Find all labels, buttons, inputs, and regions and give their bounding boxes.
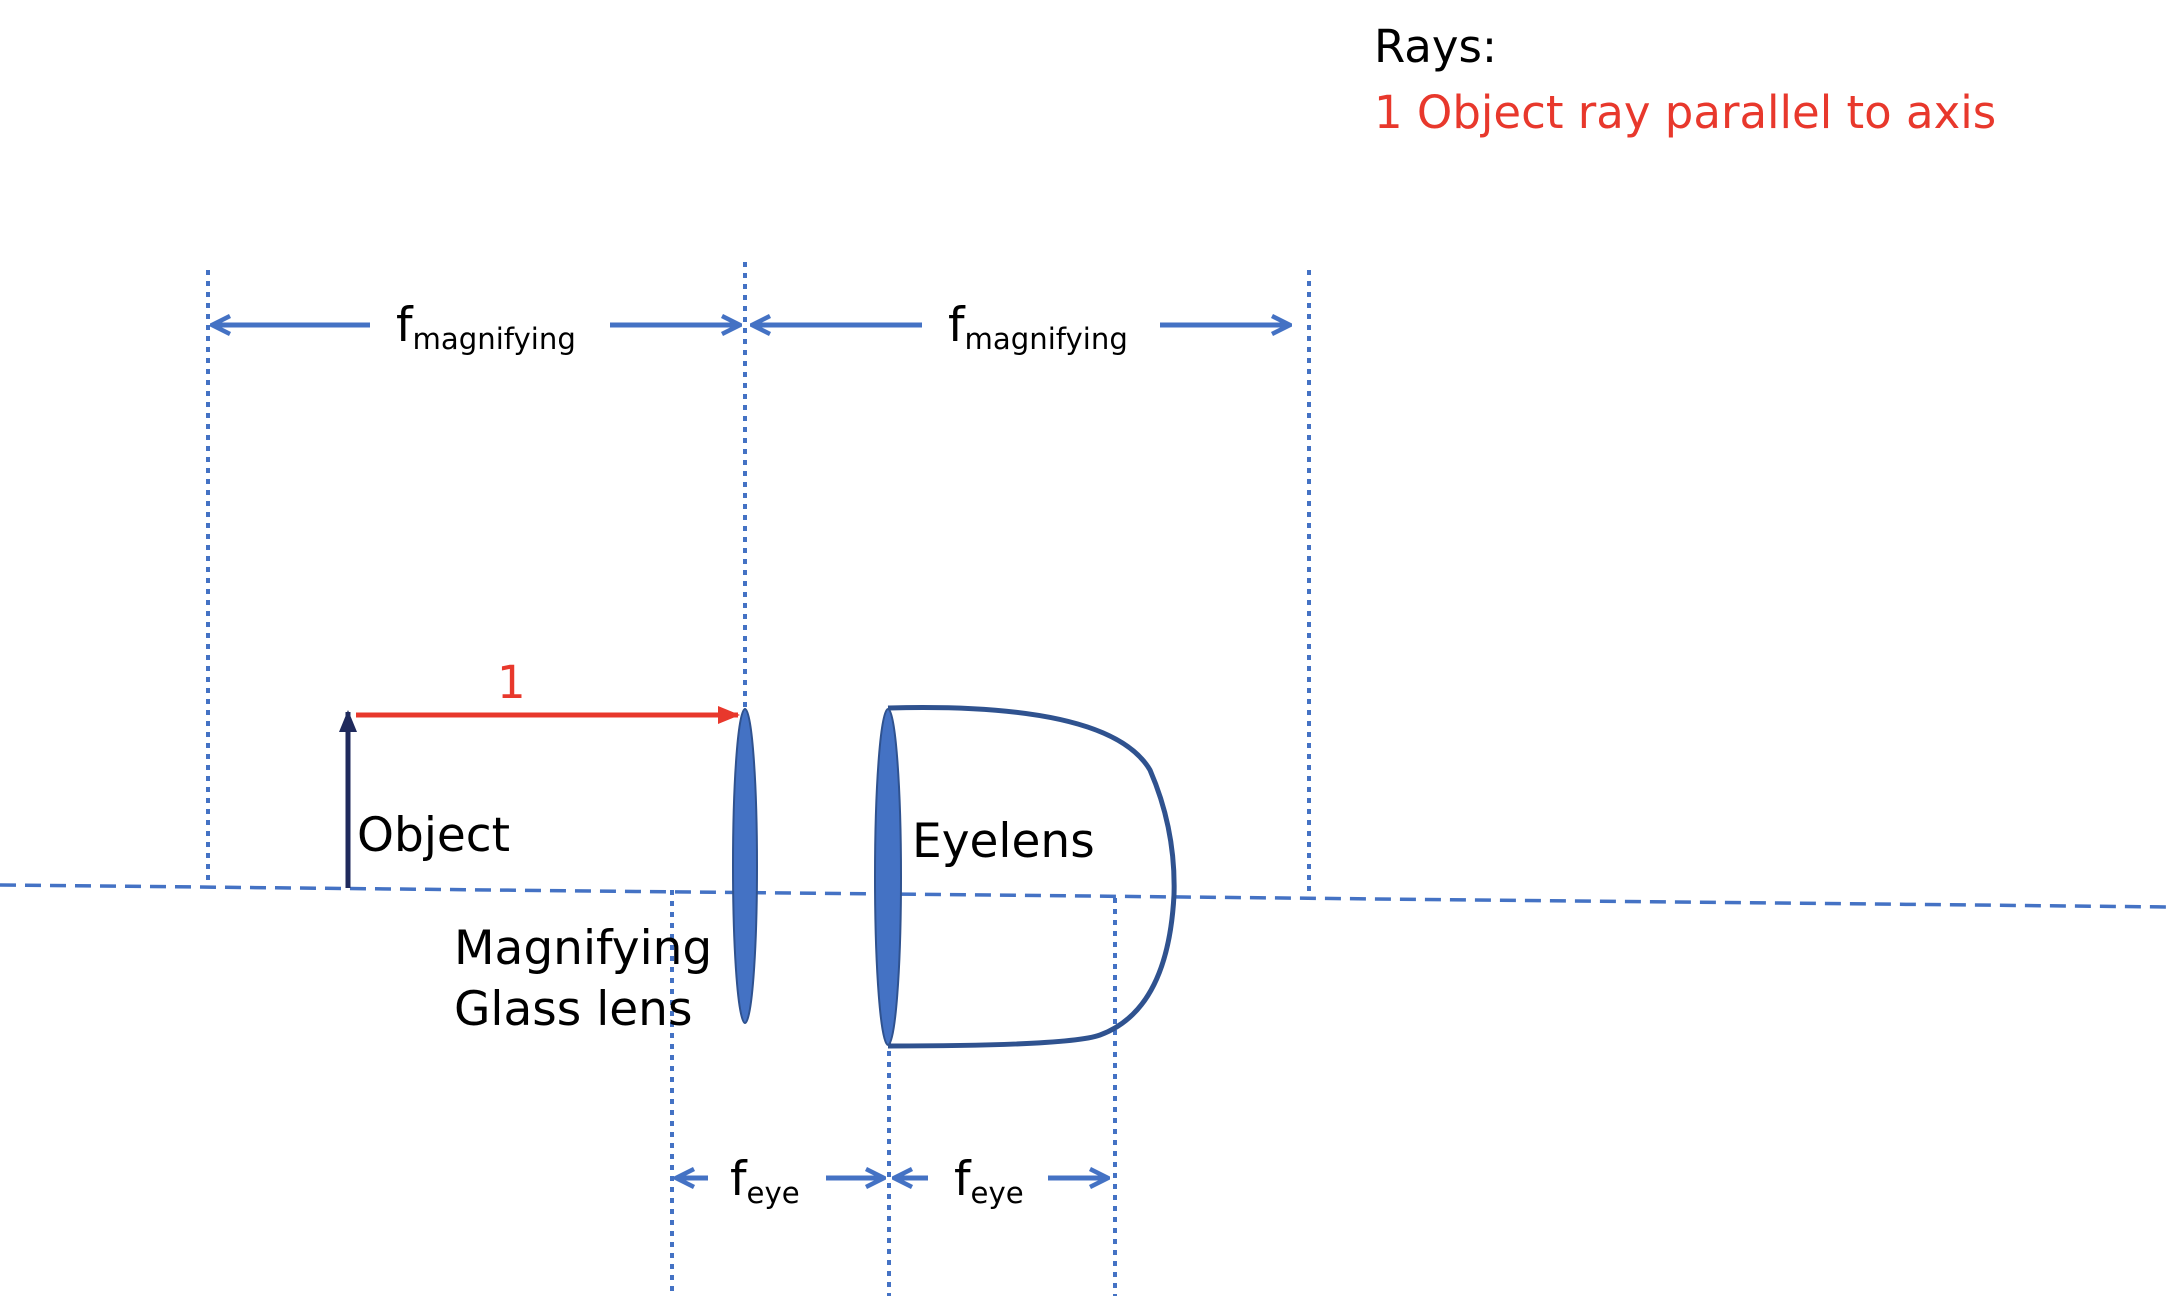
f-eye-base: f: [730, 1152, 747, 1207]
f-eye-base: f: [954, 1152, 971, 1207]
f-eye-subscript: eye: [746, 1176, 800, 1211]
magnifying-label-line-2: Glass lens: [454, 982, 693, 1038]
eye-outline: [887, 705, 1177, 1049]
optical-axis: [0, 883, 2170, 909]
f-eye-label-right: feye: [954, 1156, 1024, 1208]
ray-1-number-label: 1: [497, 656, 526, 709]
magnifying-label-line-1: Magnifying: [454, 921, 713, 976]
f-magnifying-label-left: fmagnifying: [396, 302, 576, 354]
f-magnifying-subscript: magnifying: [964, 322, 1128, 357]
f-eye-subscript: eye: [970, 1176, 1024, 1211]
eyelens-label: Eyelens: [912, 814, 1095, 869]
ray-1-legend-text: 1 Object ray parallel to axis: [1374, 86, 1997, 139]
f-eye-label-left: feye: [730, 1156, 800, 1208]
f-magnifying-base: f: [396, 298, 413, 353]
object-label: Object: [357, 808, 511, 863]
f-magnifying-label-right: fmagnifying: [948, 302, 1128, 354]
f-magnifying-base: f: [948, 298, 965, 353]
eye-lens: [874, 708, 902, 1046]
f-magnifying-subscript: magnifying: [412, 322, 576, 357]
magnifying-glass-lens: [732, 708, 758, 1024]
magnifying-glass-lens-label: Magnifying Glass lens: [454, 918, 712, 1040]
rays-legend-title: Rays:: [1374, 20, 1498, 73]
